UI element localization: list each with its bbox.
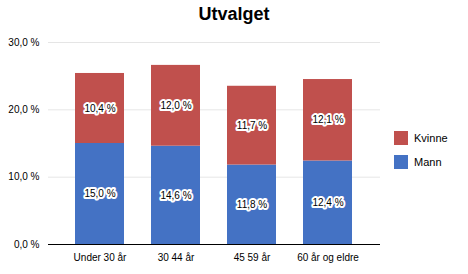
svg-text:Under 30 år: Under 30 år xyxy=(74,252,127,263)
svg-text:14,6 %: 14,6 % xyxy=(160,190,191,201)
svg-text:11,8 %: 11,8 % xyxy=(237,199,267,210)
svg-text:10,4 %: 10,4 % xyxy=(84,103,115,114)
svg-text:12,1 %: 12,1 % xyxy=(312,114,343,125)
html-text:Utvalget: Utvalget xyxy=(198,4,270,24)
svg-text:11,7 %: 11,7 % xyxy=(237,120,267,131)
svg-text:0,0 %: 0,0 % xyxy=(14,239,40,250)
svg-text:60 år og eldre: 60 år og eldre xyxy=(297,252,359,263)
svg-text:20,0 %: 20,0 % xyxy=(8,104,39,115)
svg-text:10,0 %: 10,0 % xyxy=(8,171,39,182)
html-text:Mann: Mann xyxy=(414,156,442,168)
svg-text:12,0 %: 12,0 % xyxy=(160,100,191,111)
svg-text:12,4 %: 12,4 % xyxy=(312,197,343,208)
html-text:Kvinne: Kvinne xyxy=(414,132,448,144)
svg-text:30 44 år: 30 44 år xyxy=(158,252,195,263)
svg-text:30,0 %: 30,0 % xyxy=(8,37,39,48)
svg-text:15,0 %: 15,0 % xyxy=(84,188,115,199)
svg-text:45 59 år: 45 59 år xyxy=(234,252,271,263)
